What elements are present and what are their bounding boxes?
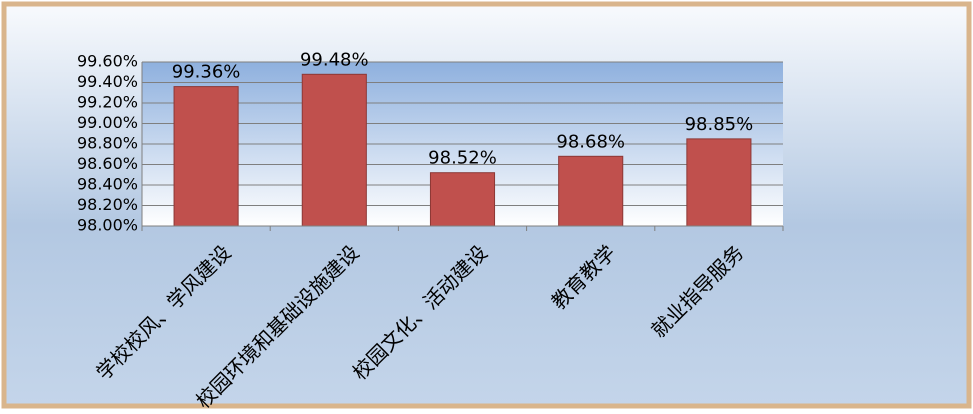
y-tick-label: 98.40% (77, 175, 138, 194)
y-tick-label: 99.00% (77, 113, 138, 132)
bar (686, 138, 752, 227)
y-tick-label: 98.60% (77, 154, 138, 173)
bar (429, 172, 496, 227)
bar (173, 86, 239, 227)
data-label: 98.68% (556, 131, 625, 152)
y-tick-label: 98.00% (77, 216, 138, 235)
y-tick-label: 99.20% (77, 93, 138, 112)
bar (301, 73, 367, 227)
data-label: 99.36% (172, 62, 241, 83)
data-label: 98.52% (428, 148, 497, 169)
bar (558, 155, 624, 227)
data-label: 98.85% (685, 114, 754, 135)
y-tick-label: 98.20% (77, 195, 138, 214)
y-tick-label: 99.40% (77, 72, 138, 91)
data-label: 99.48% (300, 49, 369, 70)
y-tick-label: 99.60% (77, 52, 138, 71)
y-tick-label: 98.80% (77, 134, 138, 153)
